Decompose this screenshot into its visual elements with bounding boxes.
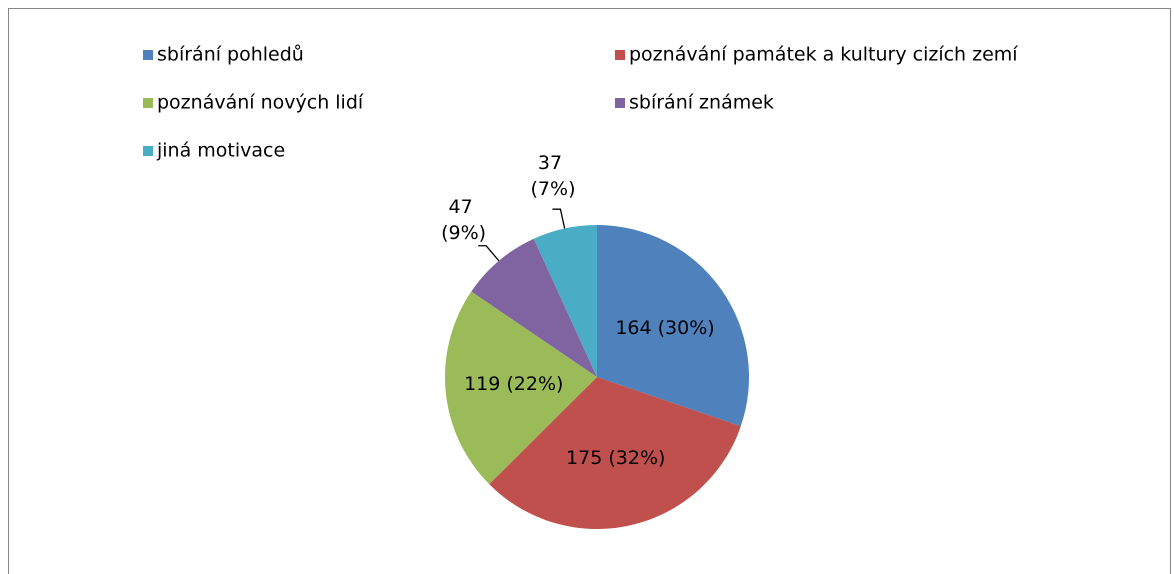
legend-swatch (143, 98, 153, 108)
legend-label: poznávání nových lidí (157, 92, 364, 114)
data-label: 164 (30%) (615, 317, 714, 339)
legend-label: sbírání pohledů (157, 44, 304, 66)
data-label-line: (7%) (531, 178, 576, 200)
pie-slice (533, 225, 597, 377)
pie-slice (489, 377, 741, 529)
data-label: 37 (7%) (531, 152, 576, 200)
data-label-line: 47 (449, 196, 479, 218)
legend-label: sbírání známek (629, 92, 774, 114)
pie-slice (597, 225, 750, 427)
data-label-line: 37 (538, 152, 568, 174)
data-label: 175 (32%) (566, 447, 665, 469)
legend-label: poznávání památek a kultury cizích zemí (629, 44, 1018, 66)
legend-swatch (615, 50, 625, 60)
pie-slice (471, 238, 597, 377)
legend-label: jiná motivace (156, 140, 285, 162)
data-label: 119 (22%) (464, 373, 563, 395)
leader-line (478, 245, 500, 262)
leader-line (552, 208, 566, 229)
legend-swatch (143, 50, 153, 60)
pie-slice (444, 291, 597, 485)
legend-swatch (143, 146, 153, 156)
data-label-line: (9%) (441, 222, 486, 244)
legend-swatch (615, 98, 625, 108)
data-label: 47 (9%) (441, 196, 486, 244)
